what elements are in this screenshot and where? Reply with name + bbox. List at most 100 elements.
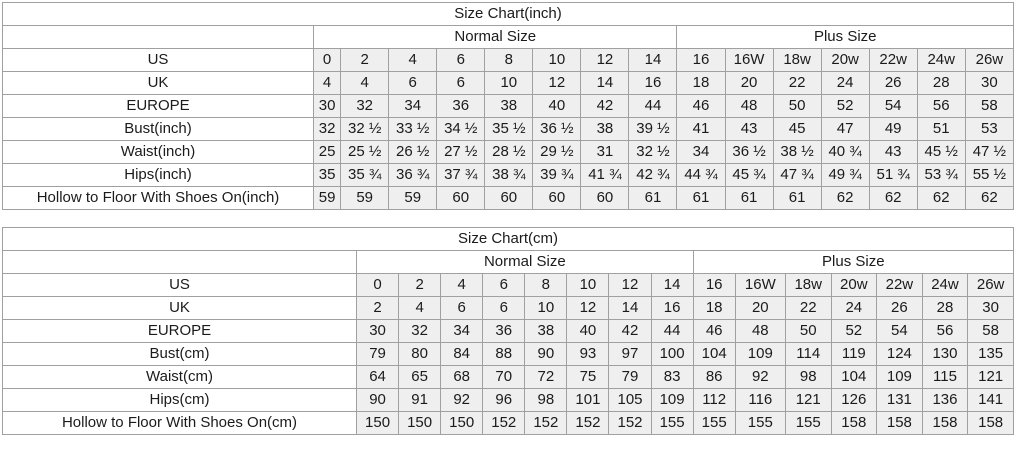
size-value-cell: 26w — [965, 49, 1013, 72]
size-value-cell: 16 — [677, 49, 725, 72]
size-value-cell: 155 — [785, 412, 831, 435]
size-value-cell: 49 ¾ — [821, 164, 869, 187]
size-value-cell: 98 — [785, 366, 831, 389]
size-value-cell: 43 — [869, 141, 917, 164]
size-value-cell: 32 ½ — [629, 141, 677, 164]
size-value-cell: 104 — [831, 366, 877, 389]
size-value-cell: 32 — [341, 95, 389, 118]
size-value-cell: 88 — [483, 343, 525, 366]
row-label: EUROPE — [3, 95, 314, 118]
size-value-cell: 61 — [677, 187, 725, 210]
size-value-cell: 25 ½ — [341, 141, 389, 164]
size-value-cell: 35 ½ — [485, 118, 533, 141]
size-value-cell: 8 — [485, 49, 533, 72]
size-value-cell: 41 — [677, 118, 725, 141]
size-value-cell: 124 — [877, 343, 923, 366]
size-value-cell: 54 — [877, 320, 923, 343]
size-value-cell: 58 — [965, 95, 1013, 118]
size-value-cell: 61 — [773, 187, 821, 210]
size-value-cell: 30 — [314, 95, 341, 118]
size-value-cell: 155 — [735, 412, 785, 435]
size-value-cell: 26 — [877, 297, 923, 320]
size-value-cell: 41 ¾ — [581, 164, 629, 187]
size-value-cell: 130 — [922, 343, 968, 366]
size-value-cell: 44 — [651, 320, 693, 343]
size-value-cell: 109 — [735, 343, 785, 366]
size-value-cell: 158 — [877, 412, 923, 435]
normal-size-header: Normal Size — [357, 251, 694, 274]
row-label: US — [3, 274, 357, 297]
size-value-cell: 40 — [533, 95, 581, 118]
size-value-cell: 45 — [773, 118, 821, 141]
row-label: Hollow to Floor With Shoes On(inch) — [3, 187, 314, 210]
size-value-cell: 6 — [483, 274, 525, 297]
size-value-cell: 52 — [821, 95, 869, 118]
table-row: EUROPE303234363840424446485052545658 — [3, 320, 1014, 343]
size-value-cell: 14 — [609, 297, 651, 320]
size-value-cell: 18 — [693, 297, 735, 320]
size-value-cell: 60 — [533, 187, 581, 210]
size-value-cell: 98 — [525, 389, 567, 412]
size-value-cell: 72 — [525, 366, 567, 389]
size-value-cell: 33 ½ — [389, 118, 437, 141]
size-value-cell: 32 — [314, 118, 341, 141]
size-value-cell: 4 — [389, 49, 437, 72]
size-value-cell: 58 — [968, 320, 1014, 343]
size-value-cell: 54 — [869, 95, 917, 118]
size-value-cell: 18 — [677, 72, 725, 95]
size-value-cell: 37 ¾ — [437, 164, 485, 187]
size-value-cell: 48 — [725, 95, 773, 118]
size-value-cell: 150 — [357, 412, 399, 435]
size-value-cell: 24 — [821, 72, 869, 95]
table-row: Waist(inch)2525 ½26 ½27 ½28 ½29 ½3132 ½3… — [3, 141, 1014, 164]
size-value-cell: 2 — [357, 297, 399, 320]
size-value-cell: 6 — [389, 72, 437, 95]
size-value-cell: 30 — [968, 297, 1014, 320]
size-value-cell: 104 — [693, 343, 735, 366]
size-value-cell: 47 — [821, 118, 869, 141]
size-value-cell: 62 — [821, 187, 869, 210]
size-value-cell: 59 — [314, 187, 341, 210]
size-value-cell: 126 — [831, 389, 877, 412]
size-value-cell: 35 ¾ — [341, 164, 389, 187]
size-value-cell: 101 — [567, 389, 609, 412]
size-value-cell: 20 — [725, 72, 773, 95]
size-value-cell: 36 ½ — [533, 118, 581, 141]
size-value-cell: 36 — [483, 320, 525, 343]
size-value-cell: 121 — [785, 389, 831, 412]
size-value-cell: 18w — [785, 274, 831, 297]
size-value-cell: 4 — [341, 72, 389, 95]
size-value-cell: 114 — [785, 343, 831, 366]
size-value-cell: 12 — [609, 274, 651, 297]
size-value-cell: 53 ¾ — [917, 164, 965, 187]
size-value-cell: 22 — [773, 72, 821, 95]
size-value-cell: 4 — [314, 72, 341, 95]
size-value-cell: 6 — [437, 72, 485, 95]
size-value-cell: 38 — [581, 118, 629, 141]
size-value-cell: 28 — [922, 297, 968, 320]
size-value-cell: 0 — [314, 49, 341, 72]
size-value-cell: 109 — [877, 366, 923, 389]
size-value-cell: 92 — [441, 389, 483, 412]
size-value-cell: 16W — [725, 49, 773, 72]
size-value-cell: 155 — [693, 412, 735, 435]
size-value-cell: 112 — [693, 389, 735, 412]
size-value-cell: 121 — [968, 366, 1014, 389]
size-value-cell: 28 — [917, 72, 965, 95]
size-value-cell: 16W — [735, 274, 785, 297]
size-value-cell: 14 — [651, 274, 693, 297]
size-value-cell: 24w — [922, 274, 968, 297]
row-label: UK — [3, 72, 314, 95]
row-label: Waist(cm) — [3, 366, 357, 389]
size-value-cell: 158 — [968, 412, 1014, 435]
size-value-cell: 84 — [441, 343, 483, 366]
size-value-cell: 53 — [965, 118, 1013, 141]
column-group-header-row: Normal Size Plus Size — [3, 26, 1014, 49]
size-value-cell: 131 — [877, 389, 923, 412]
size-value-cell: 47 ½ — [965, 141, 1013, 164]
size-value-cell: 6 — [441, 297, 483, 320]
table-title-row: Size Chart(cm) — [3, 228, 1014, 251]
size-value-cell: 68 — [441, 366, 483, 389]
size-value-cell: 36 ½ — [725, 141, 773, 164]
size-value-cell: 44 — [629, 95, 677, 118]
